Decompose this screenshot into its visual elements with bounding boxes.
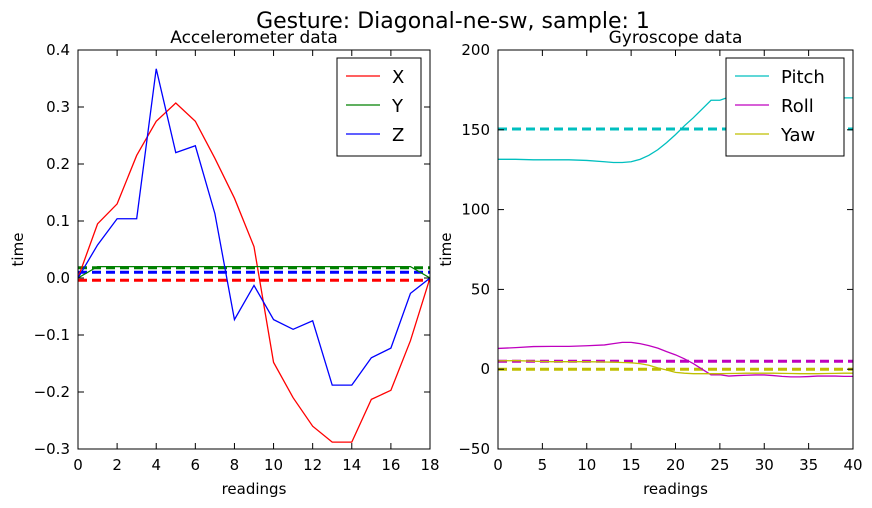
axes-frame [77,49,431,450]
y-tick-label: −50 [458,440,490,458]
legend: Pitch Roll Yaw [725,57,845,157]
x-tick-label: 2 [112,456,122,474]
y-tick-label: 50 [471,280,490,298]
y-tick-label: 0.4 [46,41,70,59]
x-tick-label: 10 [264,456,283,474]
legend-label-z: Z [392,125,404,146]
y-tick-label: 200 [461,41,490,59]
legend-label-roll: Roll [781,96,814,117]
y-tick-label: −0.2 [34,383,70,401]
chart-title: Accelerometer data [170,28,338,48]
y-tick-label: 150 [461,121,490,139]
x-tick-label: 30 [755,456,774,474]
y-tick-label: −0.3 [34,440,70,458]
accelerometer-chart: Accelerometer data readings time 0 2 4 6 8 10 12 1… [9,28,440,498]
series-line-y [78,265,430,279]
x-tick-label: 0 [493,456,503,474]
x-tick-label: 25 [710,456,729,474]
x-tick-label: 20 [666,456,685,474]
y-axis-label: time [9,233,27,267]
x-tick-label: 12 [303,456,322,474]
legend: XYZ [336,57,422,157]
x-tick-label: 35 [799,456,818,474]
x-tick-label: 40 [843,456,862,474]
legend-label-x: X [392,67,404,88]
x-tick-label: 16 [381,456,400,474]
y-tick-label: −0.1 [34,326,70,344]
x-tick-label: 5 [538,456,548,474]
y-tick-label: 0.1 [46,212,70,230]
x-tick-label: 6 [191,456,201,474]
x-axis-label: readings [643,480,708,498]
x-tick-label: 0 [73,456,83,474]
x-tick-label: 14 [342,456,361,474]
y-tick-label: 0.3 [46,98,70,116]
series-line-yaw [498,359,853,375]
x-tick-label: 15 [622,456,641,474]
y-tick-label: 0.0 [46,269,70,287]
x-tick-label: 18 [420,456,439,474]
y-tick-label: 0 [480,360,490,378]
legend-label-yaw: Yaw [780,125,815,146]
y-tick-label: 0.2 [46,155,70,173]
legend-label-y: Y [391,96,404,117]
legend-box [336,57,422,157]
legend-box [725,57,845,157]
plot-area [78,68,430,443]
x-axis-label: readings [222,480,287,498]
x-tick-label: 4 [151,456,161,474]
y-axis-label: time [437,233,455,267]
series-line-roll [498,341,853,378]
x-tick-label: 10 [577,456,596,474]
series-line-z [78,68,430,386]
y-tick-label: 100 [461,201,490,219]
x-tick-label: 8 [230,456,240,474]
chart-title: Gyroscope data [609,28,743,48]
legend-label-pitch: Pitch [781,67,825,88]
series-line-x [78,102,430,443]
gyroscope-chart: Gyroscope data readings time 0 5 10 15 20 25 30 35… [437,28,863,498]
figure-suptitle: Gesture: Diagonal-ne-sw, sample: 1 [256,9,650,34]
